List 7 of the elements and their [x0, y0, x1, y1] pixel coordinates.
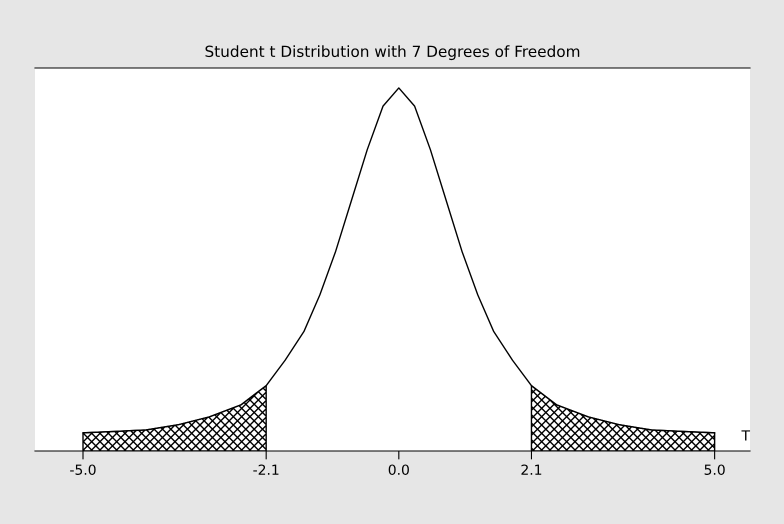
x-tick-label: 5.0 [704, 464, 725, 475]
x-tick-label: -5.0 [70, 464, 96, 475]
chart-title: Student t Distribution with 7 Degrees of Freedom [206, 45, 580, 60]
x-axis-title: T [741, 430, 750, 440]
x-tick-label: 0.0 [388, 464, 409, 475]
x-tick-label: -2.1 [253, 464, 278, 475]
x-tick-label: 2.1 [521, 464, 542, 475]
